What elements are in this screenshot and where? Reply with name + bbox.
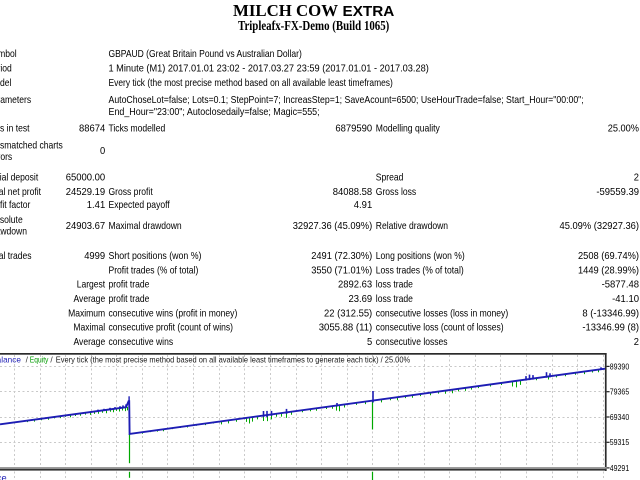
svg-text:Bars in test: Bars in test xyxy=(0,124,30,135)
svg-text:loss trade: loss trade xyxy=(376,294,413,305)
svg-text:79365: 79365 xyxy=(610,387,630,397)
svg-text:8 (-13346.99): 8 (-13346.99) xyxy=(582,308,639,319)
svg-text:consecutive wins (profit in mo: consecutive wins (profit in money) xyxy=(109,308,238,319)
svg-text:2491 (72.30%): 2491 (72.30%) xyxy=(311,251,372,262)
svg-text:EXTRA: EXTRA xyxy=(343,3,395,20)
svg-text:MILCH COW: MILCH COW xyxy=(233,1,338,20)
svg-text:Expected payoff: Expected payoff xyxy=(109,200,170,211)
svg-text:25.00%: 25.00% xyxy=(608,124,639,135)
svg-text:Balance: Balance xyxy=(0,473,7,480)
svg-text:24529.19: 24529.19 xyxy=(66,187,106,198)
svg-text:5: 5 xyxy=(367,337,373,348)
svg-text:consecutive loss (count of los: consecutive loss (count of losses) xyxy=(376,323,504,334)
svg-text:Gross loss: Gross loss xyxy=(376,187,416,198)
svg-text:1449 (28.99%): 1449 (28.99%) xyxy=(578,265,639,276)
svg-text:/: / xyxy=(50,355,53,365)
svg-text:59315: 59315 xyxy=(610,437,630,447)
svg-text:drawdown: drawdown xyxy=(0,227,27,238)
svg-text:-59559.39: -59559.39 xyxy=(596,187,639,198)
svg-text:-5877.48: -5877.48 xyxy=(602,280,640,291)
svg-text:2: 2 xyxy=(634,337,640,348)
svg-text:errors: errors xyxy=(0,152,12,163)
svg-text:Modelling quality: Modelling quality xyxy=(376,124,441,135)
svg-text:3055.88 (11): 3055.88 (11) xyxy=(319,323,373,334)
svg-text:Every tick (the most precise m: Every tick (the most precise method base… xyxy=(56,355,411,365)
svg-text:3550 (71.01%): 3550 (71.01%) xyxy=(311,265,372,276)
svg-text:-13346.99 (8): -13346.99 (8) xyxy=(582,323,639,334)
svg-text:4999: 4999 xyxy=(84,251,105,262)
svg-text:65000.00: 65000.00 xyxy=(66,173,106,184)
svg-text:Every tick (the most precise m: Every tick (the most precise method base… xyxy=(109,78,393,89)
svg-text:32927.36 (45.09%): 32927.36 (45.09%) xyxy=(293,221,373,232)
svg-text:Loss trades (% of total): Loss trades (% of total) xyxy=(376,265,464,276)
svg-text:Balance: Balance xyxy=(0,355,21,365)
svg-text:Long positions (won %): Long positions (won %) xyxy=(376,251,465,262)
svg-text:profit trade: profit trade xyxy=(109,280,150,291)
svg-text:0: 0 xyxy=(100,146,106,157)
svg-text:Maximal drawdown: Maximal drawdown xyxy=(109,221,182,232)
svg-text:Ticks modelled: Ticks modelled xyxy=(109,124,166,135)
svg-text:Total trades: Total trades xyxy=(0,251,32,262)
svg-text:consecutive losses: consecutive losses xyxy=(376,337,448,348)
svg-text:-41.10: -41.10 xyxy=(612,294,639,305)
svg-text:loss trade: loss trade xyxy=(376,280,413,291)
svg-text:End_Hour="23:00"; Autoclosedai: End_Hour="23:00"; Autoclosedaily=false; … xyxy=(109,107,320,118)
svg-text:4.91: 4.91 xyxy=(354,200,373,211)
svg-text:45.09% (32927.36): 45.09% (32927.36) xyxy=(560,221,640,232)
svg-text:Largest: Largest xyxy=(77,280,106,291)
svg-text:AutoChoseLot=false; Lots=0.1;: AutoChoseLot=false; Lots=0.1; StepPoint=… xyxy=(109,95,584,106)
svg-text:Relative drawdown: Relative drawdown xyxy=(376,221,448,232)
svg-text:consecutive profit (count of w: consecutive profit (count of wins) xyxy=(109,323,234,334)
svg-text:Maximal: Maximal xyxy=(73,323,105,334)
svg-text:23.69: 23.69 xyxy=(349,294,373,305)
svg-text:Profit factor: Profit factor xyxy=(0,200,31,211)
svg-text:Average: Average xyxy=(74,337,106,348)
svg-text:2508 (69.74%): 2508 (69.74%) xyxy=(578,251,639,262)
svg-text:24903.67: 24903.67 xyxy=(66,221,106,232)
svg-text:consecutive wins: consecutive wins xyxy=(109,337,174,348)
svg-text:1 Minute (M1) 2017.01.01 23:02: 1 Minute (M1) 2017.01.01 23:02 - 2017.03… xyxy=(109,63,429,74)
svg-text:88674: 88674 xyxy=(79,124,105,135)
svg-text:22 (312.55): 22 (312.55) xyxy=(324,308,372,319)
svg-text:2892.63: 2892.63 xyxy=(338,280,373,291)
svg-text:Initial deposit: Initial deposit xyxy=(0,173,38,184)
svg-text:Profit trades (% of total): Profit trades (% of total) xyxy=(109,265,199,276)
svg-text:Maximum: Maximum xyxy=(68,308,105,319)
svg-text:69340: 69340 xyxy=(610,412,630,422)
svg-text:Symbol: Symbol xyxy=(0,49,17,60)
svg-text:Total net profit: Total net profit xyxy=(0,187,41,198)
svg-text:Equity: Equity xyxy=(30,355,49,365)
svg-text:2: 2 xyxy=(634,173,640,184)
svg-text:/: / xyxy=(26,355,29,365)
svg-text:Short positions (won %): Short positions (won %) xyxy=(109,251,202,262)
svg-text:89390: 89390 xyxy=(610,361,630,371)
svg-text:Tripleafx-FX-Demo (Build 1065): Tripleafx-FX-Demo (Build 1065) xyxy=(238,18,389,33)
svg-text:Parameters: Parameters xyxy=(0,95,31,106)
svg-text:Absolute: Absolute xyxy=(0,215,23,226)
svg-text:1.41: 1.41 xyxy=(87,200,106,211)
svg-text:Average: Average xyxy=(74,294,106,305)
svg-text:Period: Period xyxy=(0,63,12,74)
svg-text:profit trade: profit trade xyxy=(109,294,150,305)
svg-text:GBPAUD (Great Britain Pound vs: GBPAUD (Great Britain Pound vs Australia… xyxy=(109,49,302,60)
svg-text:49291: 49291 xyxy=(610,463,630,473)
svg-text:Gross profit: Gross profit xyxy=(109,187,153,198)
svg-text:Spread: Spread xyxy=(376,173,404,184)
svg-text:Mismatched charts: Mismatched charts xyxy=(0,140,63,151)
svg-text:Model: Model xyxy=(0,78,11,89)
svg-text:consecutive losses (loss in mo: consecutive losses (loss in money) xyxy=(376,308,508,319)
svg-text:6879590: 6879590 xyxy=(335,124,372,135)
svg-text:84088.58: 84088.58 xyxy=(333,187,373,198)
